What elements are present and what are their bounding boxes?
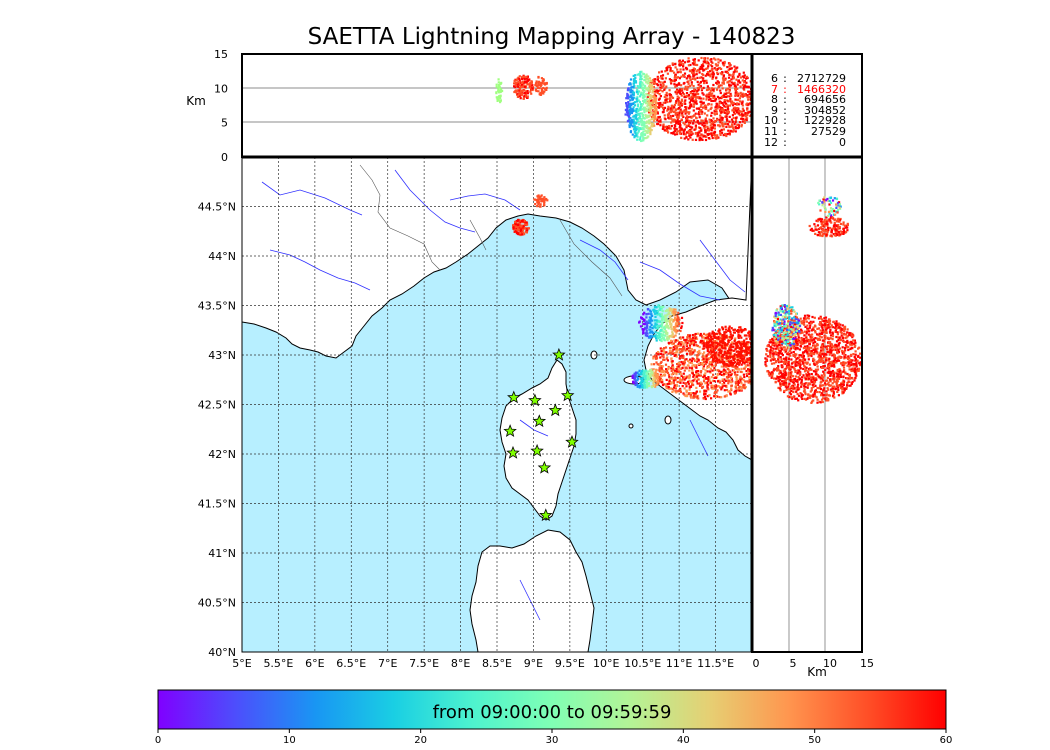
lon-tick-label: 7°E	[378, 657, 397, 670]
colorbar-tick-label: 0	[155, 735, 161, 746]
lon-tick-label: 6°E	[305, 657, 324, 670]
star-icon	[507, 390, 521, 404]
station-markers	[503, 347, 579, 522]
lon-tick-label: 10.5°E	[624, 657, 661, 670]
colorbar	[157, 689, 947, 730]
giglio-island	[664, 415, 672, 425]
lat-tick-label: 40.5°N	[198, 597, 236, 610]
flash-density-map	[512, 194, 752, 401]
lon-tick-label: 8.5°E	[482, 657, 512, 670]
source-count-table: 6:2712729 7:1466320 8:694656 9:304852 10:122…	[760, 72, 860, 149]
chart-title: SAETTA Lightning Mapping Array - 140823	[307, 24, 796, 50]
star-icon	[552, 347, 566, 361]
lat-tick-label: 41.5°N	[198, 498, 236, 511]
stats-row: 8:694656	[771, 93, 846, 107]
colorbar-tick-label: 40	[677, 735, 690, 746]
alt-tick-label: 15	[214, 48, 228, 61]
side-tick-label: 0	[753, 657, 760, 670]
stats-row: 10:122928	[764, 114, 846, 128]
star-icon	[537, 460, 552, 474]
colorbar-tick-label: 30	[546, 735, 559, 746]
stats-row: 11:27529	[764, 124, 846, 138]
colorbar-tick-label: 60	[940, 735, 953, 746]
star-icon	[560, 388, 575, 402]
alt-axis-label: Km	[186, 94, 206, 108]
side-axis-label: Km	[807, 665, 827, 679]
lon-tick-label: 10°E	[593, 657, 619, 670]
altitude-flash-scatter	[495, 56, 752, 143]
alt-tick-label: 0	[221, 151, 228, 164]
lat-tick-label: 40°N	[208, 646, 236, 659]
lat-tick-label: 42.5°N	[198, 399, 236, 412]
lon-tick-label: 5°E	[232, 657, 251, 670]
borders	[359, 164, 623, 297]
sardinia-island	[469, 529, 595, 652]
lat-tick-label: 43°N	[208, 349, 236, 362]
lon-tick-label: 7.5°E	[409, 657, 439, 670]
star-icon	[532, 414, 547, 428]
lon-tick-label: 8°E	[451, 657, 470, 670]
stats-row: 9:304852	[771, 103, 846, 117]
side-altitude-panel	[751, 156, 863, 653]
mainland	[242, 157, 752, 359]
star-icon	[506, 445, 520, 459]
lat-tick-label: 42°N	[208, 448, 236, 461]
star-icon	[528, 393, 542, 407]
side-flash-scatter	[764, 196, 862, 404]
star-icon	[530, 443, 544, 457]
stats-row: 7:1466320	[771, 82, 846, 96]
lon-tick-label: 9°E	[524, 657, 543, 670]
colorbar-tick-label: 50	[808, 735, 821, 746]
lon-tick-label: 11.5°E	[697, 657, 734, 670]
lon-tick-label: 5.5°E	[263, 657, 293, 670]
altitude-panel	[241, 53, 753, 158]
colorbar-ticks: 0 10 20 30 40 50 60	[155, 729, 953, 746]
lon-tick-label: 6.5°E	[336, 657, 366, 670]
lat-tick-label: 44°N	[208, 250, 236, 263]
lon-tick-label: 11°E	[666, 657, 692, 670]
colorbar-tick-label: 20	[414, 735, 427, 746]
star-icon	[548, 403, 563, 417]
lat-tick-label: 44.5°N	[198, 201, 236, 214]
star-icon	[565, 435, 579, 448]
lat-tick-label: 43.5°N	[198, 300, 236, 313]
map-grid	[241, 157, 752, 653]
lon-tick-label: 9.5°E	[555, 657, 585, 670]
rivers	[261, 169, 746, 621]
lat-tick-label: 41°N	[208, 547, 236, 560]
alt-tick-label: 5	[221, 117, 228, 130]
colorbar-label: from 09:00:00 to 09:59:59	[432, 702, 672, 723]
colorbar-tick-label: 10	[283, 735, 296, 746]
star-icon	[539, 508, 553, 522]
stats-row: 12:0	[764, 135, 846, 149]
side-tick-label: 15	[860, 657, 874, 670]
star-icon	[503, 424, 517, 437]
alt-tick-label: 10	[214, 82, 228, 95]
montecristo-island	[628, 423, 634, 429]
map-panel	[241, 156, 753, 653]
side-tick-label: 5	[790, 657, 797, 670]
side-tick-label: 10	[823, 657, 837, 670]
tick-labels: 5°E 5.5°E 6°E 6.5°E 7°E 7.5°E 8°E 8.5°E 9°E 9.5°E…	[186, 48, 874, 679]
stats-row: 6:2712729	[771, 72, 846, 85]
